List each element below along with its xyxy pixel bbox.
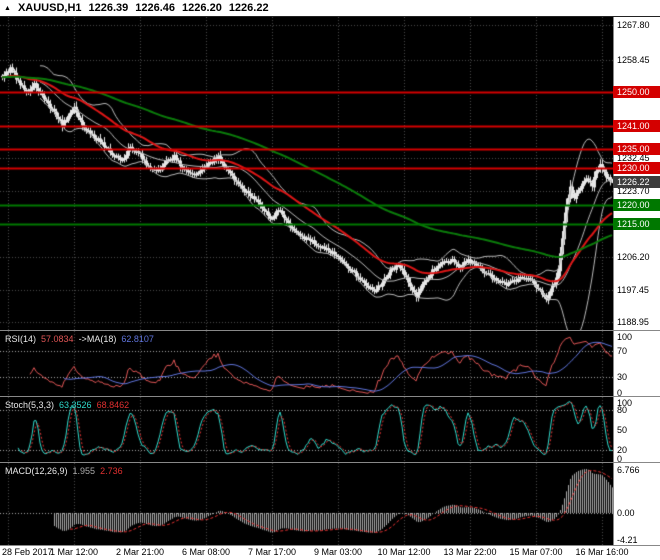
time-axis-label: 1 Mar 12:00 [49, 547, 99, 557]
price-scale-label: 1197.45 [617, 285, 649, 296]
price-scale-label: 1267.80 [617, 20, 650, 31]
macd-scale-label: -4.21 [617, 534, 638, 545]
stoch-d-value: 68.8462 [96, 400, 130, 410]
stoch-label: Stoch(5,3,3) [5, 400, 55, 410]
resistance-price-tag: 1241.00 [613, 120, 660, 133]
macd-scale-label: 0.00 [617, 507, 635, 518]
stoch-scale-label: 0 [617, 454, 623, 464]
price-scale-label: 1188.95 [617, 317, 649, 328]
stoch-scale-label: 20 [617, 444, 628, 455]
stoch-k-value: 63.3526 [59, 400, 92, 410]
stoch-scale-label: 80 [617, 405, 628, 416]
chart-icon: ▲ [4, 4, 11, 12]
high-value: 1226.46 [135, 2, 176, 14]
macd-indicator-label: MACD(12,26,9) 1.955 2.736 [5, 466, 123, 476]
rsi-indicator-label: RSI(14) 57.0834 ->MA(18) 62.8107 [5, 334, 154, 344]
close-value: 1226.22 [228, 2, 269, 14]
current-price-tag: 1226.22 [613, 175, 660, 188]
rsi-canvas[interactable] [0, 331, 613, 397]
price-scale-label: 1223.70 [617, 186, 650, 197]
macd-value: 1.955 [72, 466, 96, 476]
symbol-period-label: XAUUSD,H1 [17, 2, 82, 14]
stoch-scale-label: 50 [617, 425, 628, 435]
time-axis-label: 7 Mar 17:00 [247, 547, 297, 557]
time-scale[interactable] [0, 545, 660, 560]
rsi-value: 57.0834 [41, 334, 74, 344]
time-axis-label: 16 Mar 16:00 [575, 547, 629, 557]
rsi-scale-label: 100 [617, 332, 633, 342]
main-chart-canvas[interactable] [0, 17, 613, 331]
time-axis-label: 13 Mar 22:00 [443, 547, 497, 557]
time-axis-label: 2 Mar 21:00 [115, 547, 165, 557]
resistance-price-tag: 1250.00 [613, 86, 660, 99]
time-axis-label: 28 Feb 2017 [2, 547, 53, 557]
rsi-ma-label: ->MA(18) [78, 334, 117, 344]
price-scale-label: 1206.20 [617, 252, 650, 263]
stoch-indicator-label: Stoch(5,3,3) 63.3526 68.8462 [5, 400, 129, 410]
ohlc-info-bar: ▲ XAUUSD,H1 1226.39 1226.46 1226.20 1226… [0, 0, 660, 17]
pane-separator [0, 462, 660, 463]
time-axis-label: 15 Mar 07:00 [509, 547, 563, 557]
rsi-label: RSI(14) [5, 334, 37, 344]
stoch-scale-label: 100 [617, 398, 633, 408]
time-axis-label: 10 Mar 12:00 [377, 547, 431, 557]
support-price-tag: 1215.00 [613, 218, 660, 231]
macd-signal-value: 2.736 [100, 466, 123, 476]
macd-scale-label: 6.766 [617, 464, 640, 475]
low-value: 1226.20 [182, 2, 222, 14]
price-scale[interactable] [613, 17, 660, 545]
pane-separator [0, 396, 660, 397]
rsi-ma-value: 62.8107 [121, 334, 154, 344]
pane-separator [0, 330, 660, 331]
resistance-price-tag: 1230.00 [613, 161, 660, 174]
price-scale-label: 1258.45 [617, 55, 650, 66]
rsi-scale-label: 0 [617, 388, 623, 398]
price-scale-label: 1232.45 [617, 153, 650, 164]
macd-canvas[interactable] [0, 463, 613, 545]
time-axis-label: 9 Mar 03:00 [313, 547, 363, 557]
time-axis-label: 6 Mar 08:00 [181, 547, 231, 557]
support-price-tag: 1220.00 [613, 199, 660, 212]
rsi-scale-label: 70 [617, 345, 628, 356]
rsi-scale-label: 30 [617, 372, 628, 383]
stoch-canvas[interactable] [0, 397, 613, 463]
open-value: 1226.39 [88, 2, 129, 14]
resistance-price-tag: 1235.00 [613, 142, 660, 155]
macd-label: MACD(12,26,9) [5, 466, 68, 476]
